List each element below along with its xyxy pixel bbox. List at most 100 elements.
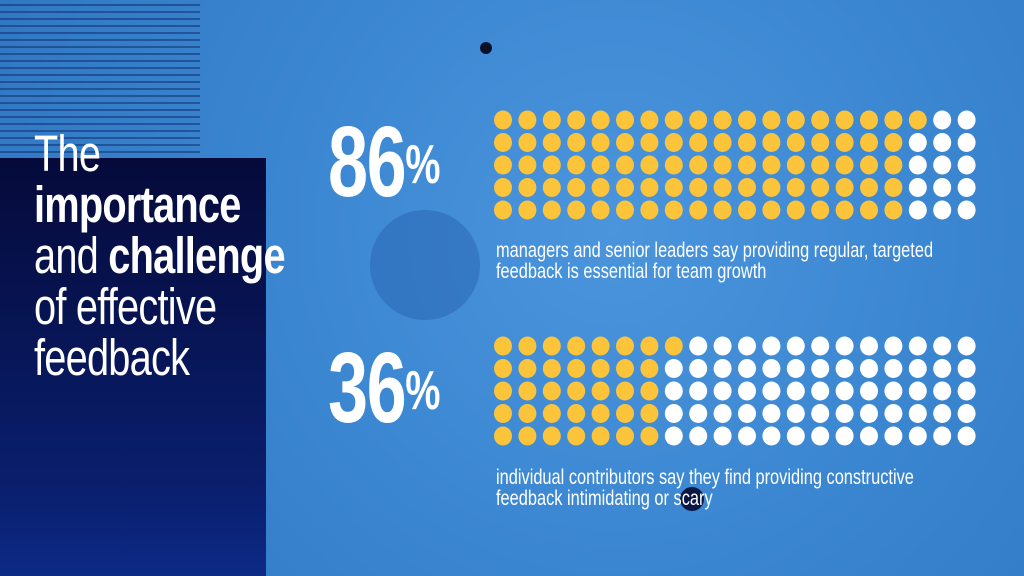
dot-filled	[713, 200, 732, 220]
stat-unit: %	[405, 133, 440, 195]
dot-empty	[738, 426, 756, 446]
waffle-chart-1	[494, 110, 976, 220]
dot-empty	[933, 155, 952, 175]
dot-empty	[713, 426, 732, 446]
dot-filled	[567, 155, 586, 175]
dot-empty	[933, 133, 952, 152]
dot-filled	[567, 110, 586, 130]
stat-value: 36	[328, 332, 407, 444]
dot-filled	[713, 110, 732, 130]
dot-empty	[713, 359, 732, 378]
dot-filled	[591, 155, 610, 175]
dot-filled	[591, 133, 610, 152]
dot-empty	[933, 404, 952, 423]
dot-empty	[786, 381, 805, 401]
dot-empty	[689, 404, 708, 423]
dot-filled	[542, 178, 561, 197]
dot-empty	[738, 359, 756, 378]
dot-empty	[908, 200, 927, 220]
dot-filled	[811, 110, 830, 130]
dot-filled	[616, 404, 634, 423]
dot-filled	[518, 110, 537, 130]
dot-filled	[542, 110, 561, 130]
stat-36-percent: 36%	[328, 338, 440, 438]
dot-filled	[811, 178, 830, 197]
dot-filled	[640, 110, 659, 130]
dot-empty	[933, 110, 952, 130]
dot-filled	[616, 336, 634, 356]
dot-filled	[664, 110, 683, 130]
stat-caption: managers and senior leaders say providin…	[496, 239, 934, 283]
dot-empty	[835, 381, 854, 401]
dot-filled	[762, 133, 781, 152]
dot-empty	[713, 336, 732, 356]
stat-86-percent: 86%	[328, 112, 440, 212]
dot-filled	[542, 200, 561, 220]
dot-empty	[860, 359, 878, 378]
dot-filled	[835, 133, 854, 152]
dot-filled	[738, 178, 756, 197]
dot-filled	[689, 155, 708, 175]
dot-filled	[640, 200, 659, 220]
dot-filled	[616, 110, 634, 130]
dot-filled	[591, 200, 610, 220]
dot-filled	[835, 200, 854, 220]
dot-filled	[567, 426, 586, 446]
dot-empty	[957, 155, 976, 175]
dot-filled	[689, 133, 708, 152]
dot-empty	[908, 155, 927, 175]
dot-empty	[908, 404, 927, 423]
dot-filled	[786, 200, 805, 220]
dot-filled	[835, 110, 854, 130]
dot-empty	[957, 178, 976, 197]
dot-empty	[908, 359, 927, 378]
dot-filled	[518, 178, 537, 197]
dot-filled	[884, 200, 903, 220]
dot-empty	[786, 359, 805, 378]
dot-filled	[591, 336, 610, 356]
dot-empty	[811, 381, 830, 401]
dot-filled	[762, 178, 781, 197]
dot-filled	[884, 155, 903, 175]
title-line: The	[34, 125, 101, 182]
dot-filled	[542, 359, 561, 378]
dot-filled	[640, 426, 659, 446]
dot-filled	[616, 426, 634, 446]
dot-empty	[664, 404, 683, 423]
dot-filled	[738, 155, 756, 175]
dot-empty	[689, 426, 708, 446]
dot-empty	[957, 200, 976, 220]
dot-empty	[957, 336, 976, 356]
dot-filled	[640, 359, 659, 378]
title-line: challenge	[108, 227, 285, 284]
dot-empty	[908, 178, 927, 197]
dot-empty	[908, 381, 927, 401]
title-line: importance	[34, 176, 241, 233]
dot-filled	[494, 359, 512, 378]
title-line: of effective	[34, 278, 217, 335]
dot-filled	[762, 155, 781, 175]
dot-filled	[567, 404, 586, 423]
decorative-blob	[370, 210, 480, 320]
dot-filled	[664, 200, 683, 220]
dot-filled	[884, 178, 903, 197]
dot-empty	[811, 336, 830, 356]
dot-filled	[640, 381, 659, 401]
dot-filled	[860, 155, 878, 175]
dot-filled	[518, 155, 537, 175]
dot-filled	[689, 178, 708, 197]
dot-empty	[884, 359, 903, 378]
dot-filled	[616, 381, 634, 401]
dark-panel	[0, 158, 266, 576]
dot-filled	[689, 110, 708, 130]
dot-empty	[908, 336, 927, 356]
dot-empty	[713, 404, 732, 423]
dot-filled	[762, 200, 781, 220]
dot-empty	[933, 426, 952, 446]
dot-filled	[786, 155, 805, 175]
dot-empty	[786, 404, 805, 423]
dot-filled	[664, 155, 683, 175]
dot-empty	[738, 381, 756, 401]
dot-filled	[542, 404, 561, 423]
title-line: and	[34, 227, 109, 284]
